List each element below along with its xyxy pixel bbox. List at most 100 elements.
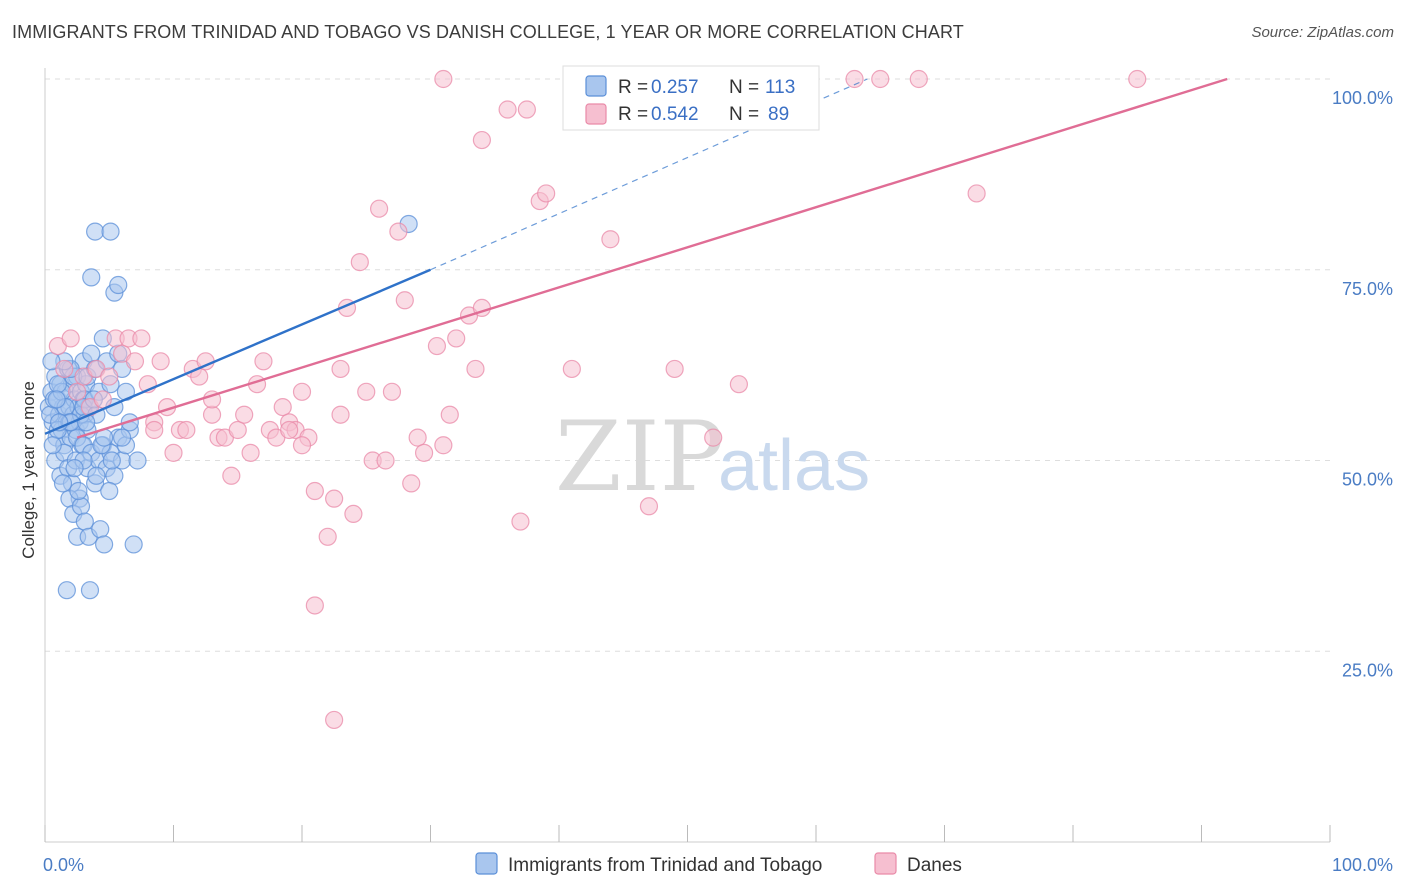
bottom-legend-label-pink: Danes [907,855,962,876]
watermark: ZIP atlas [555,401,870,513]
trend-line-blue [44,268,431,435]
legend-r-value-blue: 0.257 [651,77,699,98]
point-blue-90 [128,451,147,470]
point-blue-88 [101,222,120,241]
bottom-legend-label-blue: Immigrants from Trinidad and Tobago [508,855,822,876]
legend-n-label-blue: N = [729,77,759,98]
point-pink-82 [967,184,986,203]
point-blue-70 [80,581,100,600]
point-pink-81 [909,69,928,89]
point-pink-54 [402,474,421,493]
point-pink-30 [241,443,260,462]
point-pink-56 [414,443,434,462]
point-blue-73 [82,344,101,363]
point-blue-69 [57,581,76,600]
point-pink-1 [55,359,74,379]
point-pink-42 [325,489,344,508]
source-credit: Source: ZipAtlas.com [1251,24,1394,41]
point-blue-63 [71,497,91,516]
point-pink-40 [305,481,324,501]
bottom-legend: Immigrants from Trinidad and Tobago Dane… [475,852,962,876]
trend-line-pink [76,77,1228,439]
watermark-atlas: atlas [718,426,870,506]
point-pink-50 [376,451,395,470]
axes [44,68,1331,843]
legend-n-label-pink: N = [729,104,759,125]
point-pink-52 [389,222,408,241]
point-pink-28 [228,420,247,440]
point-pink-16 [151,352,170,371]
point-pink-47 [357,382,376,401]
point-pink-12 [125,352,145,371]
point-blue-100 [65,459,84,478]
point-pink-57 [427,336,447,356]
point-pink-71 [639,497,659,516]
point-blue-64 [75,512,94,531]
series-pink-points [48,69,1147,730]
point-blue-92 [87,466,106,485]
point-pink-80 [871,69,890,89]
x-tick-label-0: 0.0% [43,855,84,875]
bottom-legend-swatch-pink [874,852,897,875]
point-pink-51 [382,382,402,401]
point-pink-77 [434,69,453,89]
point-pink-32 [254,352,273,371]
point-pink-66 [517,100,536,119]
point-pink-13 [132,329,151,348]
legend-swatch-blue [585,75,607,97]
legend-r-value-pink: 0.542 [651,104,699,125]
point-blue-106 [47,390,66,409]
point-pink-8 [100,367,119,386]
point-pink-59 [440,405,459,424]
chart-title: IMMIGRANTS FROM TRINIDAD AND TOBAGO VS D… [12,22,964,42]
y-tick-label-2: 50.0% [1342,470,1393,490]
y-tick-labels: 100.0% 75.0% 50.0% 25.0% [1332,88,1393,680]
point-pink-65 [511,512,530,531]
legend-r-label-pink: R = [618,104,648,125]
point-pink-46 [350,253,369,272]
legend-r-label-blue: R = [618,77,648,98]
watermark-zip: ZIP [555,401,724,513]
bottom-legend-swatch-blue [475,852,498,875]
point-blue-67 [95,535,114,554]
point-pink-87 [292,436,312,455]
point-pink-29 [235,405,254,424]
point-blue-94 [112,428,132,447]
y-tick-label-3: 25.0% [1342,660,1393,680]
point-pink-53 [395,291,414,310]
point-blue-93 [100,481,119,501]
point-blue-110 [102,451,121,470]
y-tick-label-1: 75.0% [1342,279,1393,299]
point-pink-18 [164,443,183,462]
legend-box: R = 0.257 N = 113 R = 0.542 N = 89 [562,65,820,131]
point-blue-95 [48,375,67,394]
point-pink-2 [61,329,80,348]
point-pink-73 [704,428,723,447]
point-pink-68 [537,184,556,203]
point-pink-55 [408,428,427,447]
point-blue-86 [109,275,128,295]
x-tick-label-1: 100.0% [1332,855,1393,875]
x-tick-labels: 0.0% 100.0% [43,855,1393,875]
point-blue-68 [124,535,143,554]
trend-lines [44,77,1228,439]
point-pink-76 [325,710,344,730]
point-pink-3 [68,382,87,401]
point-pink-27 [222,466,241,485]
point-pink-70 [601,230,620,249]
point-pink-72 [665,359,684,379]
point-pink-88 [331,405,350,424]
point-blue-84 [82,268,101,287]
point-pink-58 [434,436,453,455]
point-blue-102 [53,474,73,493]
point-blue-55 [105,466,124,485]
point-pink-69 [562,359,581,379]
point-pink-74 [729,375,749,394]
point-pink-35 [273,397,292,417]
grid-lines [45,78,1335,652]
legend-n-value-pink: 89 [768,104,789,125]
point-blue-103 [69,481,88,501]
point-pink-43 [331,359,350,379]
point-blue-101 [43,436,62,455]
